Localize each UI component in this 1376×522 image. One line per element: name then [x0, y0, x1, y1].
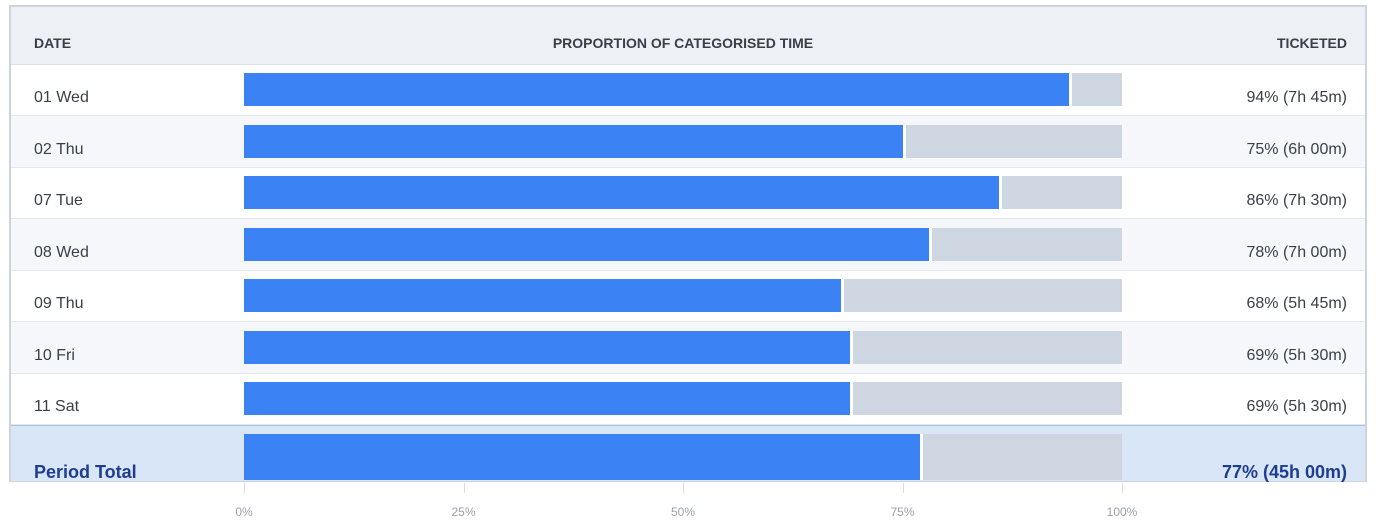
value-label: 75% (6h 00m) [1246, 140, 1348, 158]
date-column-header: DATE [34, 35, 72, 51]
ticketed-time-table: DATE PROPORTION OF CATEGORISED TIME TICK… [9, 5, 1367, 482]
x-axis-tick-label: 0% [235, 505, 253, 519]
total-label: Period Total [34, 461, 137, 482]
table-header: DATE PROPORTION OF CATEGORISED TIME TICK… [11, 7, 1365, 65]
table-row: 02 Thu 75% (6h 00m) [11, 115, 1365, 168]
bar-track [244, 124, 1122, 158]
table-row: 09 Thu 68% (5h 45m) [11, 270, 1365, 322]
value-label: 69% (5h 30m) [1246, 346, 1348, 364]
proportion-column-header: PROPORTION OF CATEGORISED TIME [552, 35, 814, 51]
total-value-label: 77% (45h 00m) [1221, 461, 1347, 482]
bar [244, 382, 853, 415]
bar-track [244, 73, 1122, 106]
table-row: 08 Wed 78% (7h 00m) [11, 218, 1365, 271]
x-axis-tick-label: 25% [451, 505, 476, 519]
x-axis-tick [244, 483, 245, 493]
date-label: 10 Fri [34, 346, 75, 364]
date-label: 07 Tue [34, 192, 83, 209]
value-label: 69% (5h 30m) [1246, 398, 1348, 415]
x-axis-tick [683, 483, 684, 493]
bar [244, 124, 906, 158]
value-label: 94% (7h 45m) [1246, 89, 1348, 106]
date-label: 11 Sat [34, 398, 80, 415]
date-label: 01 Wed [34, 89, 89, 106]
table-row: 07 Tue 86% (7h 30m) [11, 167, 1365, 219]
x-axis-tick [902, 483, 904, 493]
bar [244, 279, 845, 312]
bar [244, 433, 924, 480]
x-axis-tick [463, 483, 465, 493]
table-row: 10 Fri 69% (5h 30m) [11, 321, 1365, 374]
date-label: 09 Thu [34, 295, 84, 312]
value-label: 78% (7h 00m) [1246, 243, 1348, 261]
bar-track [244, 227, 1122, 261]
date-label: 08 Wed [34, 243, 89, 261]
x-axis-tick-label: 50% [670, 505, 696, 519]
ticketed-column-header: TICKETED [1277, 35, 1347, 51]
x-axis-tick-label: 75% [890, 505, 915, 519]
bar-track [244, 279, 1122, 312]
bar [244, 330, 853, 364]
table-row: 11 Sat 69% (5h 30m) [11, 373, 1365, 425]
bar-track [244, 330, 1122, 364]
bar [244, 73, 1073, 106]
bar [244, 176, 1003, 209]
value-label: 86% (7h 30m) [1246, 192, 1348, 209]
total-row: Period Total 77% (45h 00m) [11, 424, 1365, 482]
bar-track [244, 433, 1122, 480]
x-axis-tick-label: 100% [1106, 505, 1138, 519]
x-axis-tick [1122, 483, 1123, 493]
bar [244, 227, 932, 261]
date-label: 02 Thu [34, 140, 84, 158]
table-row: 01 Wed 94% (7h 45m) [11, 64, 1365, 116]
bar-track [244, 176, 1122, 209]
bar-track [244, 382, 1122, 415]
value-label: 68% (5h 45m) [1246, 295, 1348, 312]
